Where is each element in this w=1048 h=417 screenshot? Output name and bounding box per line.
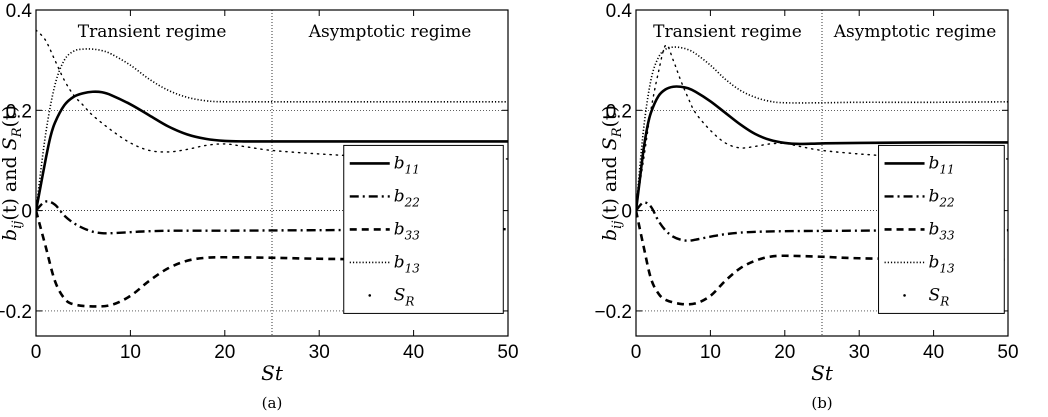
ylabel-s: S xyxy=(0,137,21,150)
y-tick-label: 0.2 xyxy=(606,101,632,122)
y-tick-label: 0.4 xyxy=(606,1,633,22)
ylabel-r: R xyxy=(610,127,625,138)
ylabel-b: b xyxy=(599,229,621,241)
legend-entry-b13: b13 xyxy=(929,252,956,275)
y-tick-label: −0.2 xyxy=(0,302,32,323)
series-line-b22 xyxy=(636,201,1008,242)
series-line-b22 xyxy=(36,200,508,235)
tick-marks xyxy=(35,9,509,336)
x-axis-label: St xyxy=(261,361,284,385)
x-tick-label: 30 xyxy=(309,342,330,363)
tick-marks xyxy=(635,9,1009,336)
x-tick-labels: 0 10 20 30 40 50 xyxy=(631,342,1019,363)
annotation-transient: Transient regime xyxy=(78,22,227,42)
legend-entry-b13: b13 xyxy=(394,252,421,275)
legend-entry-b33: b33 xyxy=(394,219,421,242)
annotation-asymptotic: Asymptotic regime xyxy=(833,22,997,42)
annotation-transient: Transient regime xyxy=(653,22,802,42)
legend-sample xyxy=(368,294,372,297)
ylabel-end: (t) xyxy=(599,105,621,127)
legend-entry-sr: SR xyxy=(929,285,950,308)
series-line-sr xyxy=(636,44,1008,209)
legend-entry-b11: b11 xyxy=(394,153,420,176)
plot-frame xyxy=(35,9,509,337)
ylabel-r: R xyxy=(10,127,25,138)
x-axis-label: St xyxy=(811,361,834,385)
y-tick-label: 0 xyxy=(621,202,632,223)
ylabel-ij: ij xyxy=(610,221,625,229)
y-tick-label: 0.2 xyxy=(6,101,32,122)
series-line-b33 xyxy=(36,210,508,308)
ylabel-mid: (t) and xyxy=(599,150,621,220)
legend-entry-b22: b22 xyxy=(394,186,420,209)
panel-caption: (b) xyxy=(811,394,832,412)
ylabel-ij: ij xyxy=(10,221,25,229)
y-tick-label: 0.4 xyxy=(6,1,33,22)
annotation-asymptotic: Asymptotic regime xyxy=(308,22,472,42)
series-line-b11 xyxy=(36,90,508,211)
y-tick-label: −0.2 xyxy=(594,302,632,323)
legend-entry-sr: SR xyxy=(394,285,415,308)
chart-panel-a: 0 10 20 30 40 50 −0.2 0 0.2 0.4 Transient regime… xyxy=(0,1,519,412)
legend-entry-b33: b33 xyxy=(929,219,956,242)
plot-frame xyxy=(635,9,1009,337)
x-tick-label: 0 xyxy=(631,342,642,363)
ylabel-end: (t) xyxy=(0,105,21,127)
x-tick-label: 10 xyxy=(700,342,721,363)
series-layer xyxy=(36,29,508,308)
legend-samples xyxy=(349,162,390,297)
legend-samples xyxy=(884,162,925,297)
legend: b11 b22 b33 b13 SR xyxy=(343,144,504,314)
x-tick-label: 50 xyxy=(497,342,518,363)
panel-caption: (a) xyxy=(262,394,283,412)
x-tick-label: 40 xyxy=(923,342,944,363)
x-tick-label: 50 xyxy=(997,342,1018,363)
legend-sample xyxy=(903,294,906,297)
y-axis-label: bij(t) and SR(t) xyxy=(0,105,25,241)
x-tick-label: 0 xyxy=(31,342,42,363)
ylabel-b: b xyxy=(0,229,21,241)
legend-box xyxy=(343,144,504,314)
legend: b11 b22 b33 b13 SR xyxy=(878,144,1005,314)
x-tick-label: 30 xyxy=(849,342,870,363)
chart-panel-b: 0 10 20 30 40 50 −0.2 0 0.2 0.4 Transient regime… xyxy=(594,1,1018,412)
series-line-b13 xyxy=(36,48,508,211)
ylabel-mid: (t) and xyxy=(0,150,21,220)
legend-entry-b22: b22 xyxy=(929,186,955,209)
series-line-sr xyxy=(36,29,508,160)
x-tick-label: 10 xyxy=(120,342,141,363)
x-tick-label: 20 xyxy=(214,342,235,363)
ylabel-s: S xyxy=(599,137,621,150)
y-axis-label: bij(t) and SR(t) xyxy=(599,105,625,241)
legend-entry-b11: b11 xyxy=(929,153,955,176)
x-tick-label: 40 xyxy=(403,342,424,363)
x-tick-label: 20 xyxy=(774,342,795,363)
y-tick-labels: −0.2 0 0.2 0.4 xyxy=(594,1,632,323)
x-tick-labels: 0 10 20 30 40 50 xyxy=(31,342,519,363)
y-tick-labels: −0.2 0 0.2 0.4 xyxy=(0,1,32,323)
series-layer xyxy=(636,44,1008,306)
y-tick-label: 0 xyxy=(21,202,32,223)
